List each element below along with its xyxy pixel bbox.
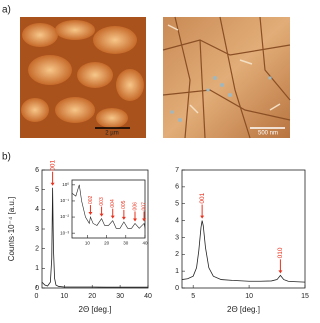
inset-frame (71, 179, 146, 239)
x-tick-label: 5 (191, 293, 195, 300)
annotation-arrowhead (278, 270, 283, 274)
y-tick-label: 2 (175, 251, 179, 258)
annotation-label: 002 (88, 195, 94, 204)
afm-image: 2 µm (20, 17, 146, 138)
annotation-label: 010 (277, 247, 284, 258)
y-tick-label: 6 (35, 167, 39, 174)
x-tick-label: 20 (104, 241, 110, 246)
x-tick-label: 30 (116, 293, 124, 300)
y-tick-label: 3 (35, 226, 39, 233)
y-tick-label: 6 (175, 184, 179, 191)
x-axis-label: 2Θ [deg.] (79, 305, 112, 314)
y-tick-label: 0 (35, 285, 39, 292)
x-tick-label: 15 (301, 293, 309, 300)
scale-bar-label: 2 µm (105, 131, 118, 137)
y-axis-label: Counts·10⁻⁴ [a.u.] (7, 197, 16, 262)
y-tick-label: 5 (35, 187, 39, 194)
annotation-label: 007 (141, 202, 147, 211)
x-tick-label: 20 (88, 293, 96, 300)
annotation-label: 005 (121, 200, 127, 209)
y-tick-label: 2 (35, 246, 39, 253)
annotation-arrowhead (99, 213, 104, 217)
annotation-arrowhead (88, 212, 93, 216)
y-tick-label: 0 (175, 285, 179, 292)
plot-frame (181, 169, 306, 289)
x-tick-label: 10 (85, 241, 91, 246)
y-tick-label: 10⁻² (60, 214, 69, 219)
annotation-arrowhead (50, 182, 55, 186)
y-tick-label: 3 (175, 234, 179, 241)
annotation-arrowhead (110, 215, 115, 219)
x-tick-label: 10 (60, 293, 68, 300)
data-line (71, 184, 146, 229)
annotation-label: 001 (49, 159, 56, 170)
annotation-arrowhead (142, 218, 147, 222)
y-tick-label: 4 (175, 217, 179, 224)
scale-bar-label: 500 nm (258, 131, 278, 137)
y-tick-label: 7 (175, 167, 179, 174)
afm-image: 500 nm (162, 16, 291, 139)
y-tick-label: 10⁻³ (60, 230, 69, 235)
y-tick-label: 4 (35, 206, 39, 213)
data-line (41, 187, 148, 288)
data-line (181, 220, 306, 283)
x-tick-label: 30 (123, 241, 129, 246)
annotation-arrowhead (200, 215, 205, 219)
x-axis-label: 2Θ [deg.] (227, 305, 260, 314)
y-tick-label: 1 (35, 265, 39, 272)
y-tick-label: 10⁰ (62, 182, 69, 187)
x-tick-label: 40 (142, 241, 148, 246)
annotation-label: 006 (132, 202, 138, 211)
annotation-label: 001 (199, 192, 206, 203)
panel-label: b) (2, 152, 11, 163)
x-tick-label: 40 (144, 293, 152, 300)
annotation-arrowhead (121, 216, 126, 220)
annotation-label: 003 (99, 197, 105, 206)
annotation-label: 004 (110, 199, 116, 208)
y-tick-label: 10⁻¹ (60, 198, 69, 203)
x-tick-label: 10 (245, 293, 253, 300)
y-tick-label: 1 (175, 268, 179, 275)
annotation-arrowhead (133, 218, 138, 222)
x-tick-label: 0 (34, 293, 38, 300)
panel-label: a) (2, 5, 11, 16)
y-tick-label: 5 (175, 201, 179, 208)
